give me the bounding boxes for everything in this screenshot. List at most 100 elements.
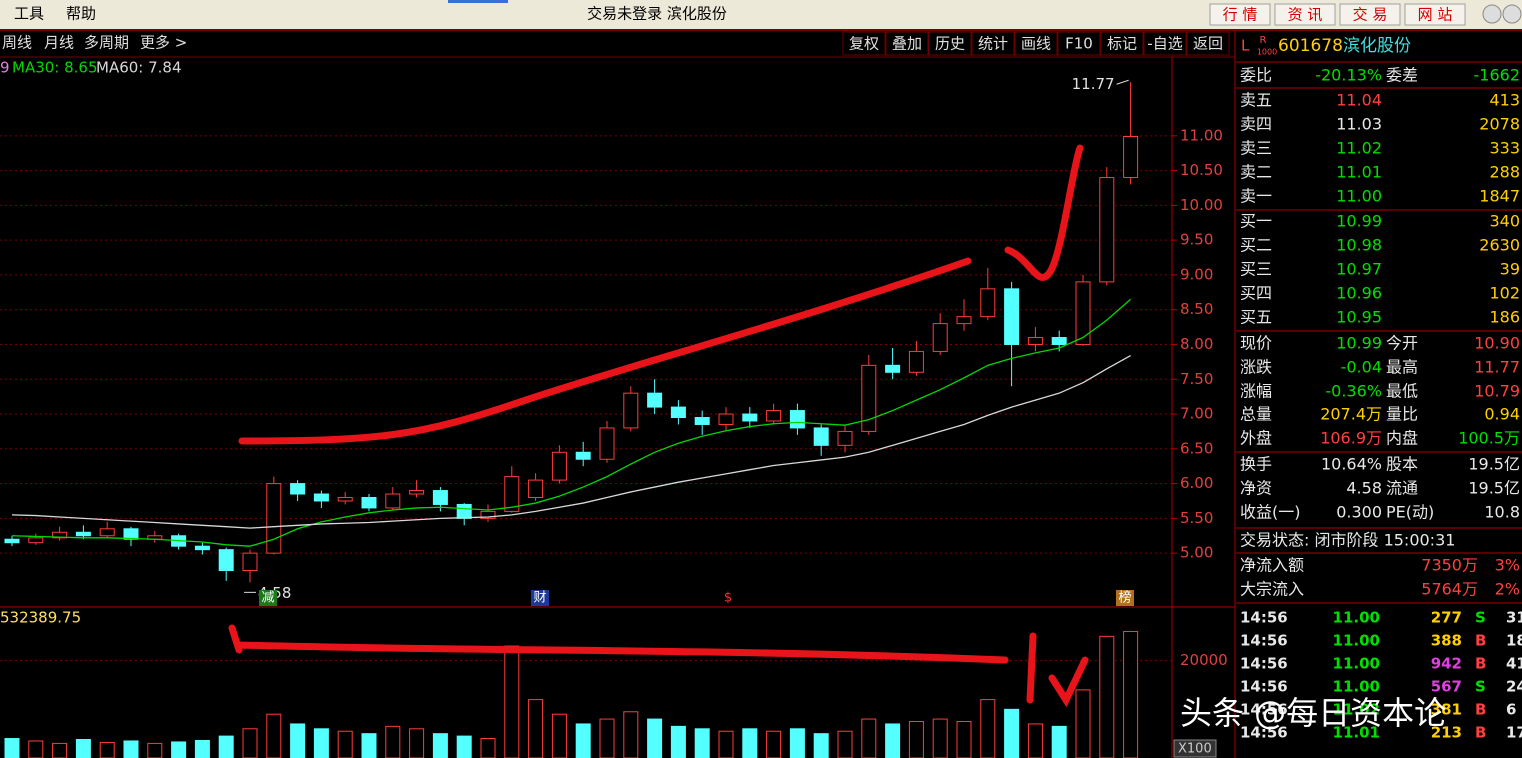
toolbar-button[interactable] — [1143, 31, 1187, 56]
candle-body — [504, 476, 520, 512]
stat-label: 股本 — [1386, 455, 1418, 474]
volume-bar — [28, 740, 44, 758]
toolbar-label: 返回 — [1193, 35, 1223, 53]
toolbar-label: F10 — [1065, 35, 1093, 53]
tick-volume: 942 — [1431, 655, 1462, 673]
y-tick-label: 20000 — [1180, 651, 1228, 669]
volume-bar — [409, 728, 425, 758]
row-label: 委比 — [1240, 66, 1272, 85]
toolbar-label: 复权 — [849, 35, 879, 53]
nav-button[interactable] — [1404, 3, 1466, 26]
toolbar-button[interactable] — [842, 31, 886, 56]
volume-bar — [956, 721, 972, 758]
candle-body — [28, 537, 44, 544]
ask-label: 卖二 — [1240, 163, 1272, 182]
toolbar-button[interactable] — [928, 31, 972, 56]
candle-body — [1099, 177, 1115, 283]
window-button[interactable] — [1482, 4, 1502, 24]
event-marker: 减 — [261, 591, 274, 606]
ask-label: 卖四 — [1240, 115, 1272, 134]
tick-count: 6 — [1506, 701, 1516, 719]
y-tick-label: 6.50 — [1180, 439, 1213, 457]
y-tick-label: 10.00 — [1180, 196, 1223, 214]
candle-body — [861, 364, 877, 432]
candle-body — [575, 451, 591, 460]
stat-label: 最低 — [1386, 382, 1418, 401]
stat-value: 10.64% — [1321, 455, 1382, 474]
nav-button[interactable] — [1274, 3, 1336, 26]
volume-label: 532389.75 — [0, 609, 81, 627]
quote-marker: L — [1241, 37, 1250, 55]
volume-bar — [1051, 725, 1067, 758]
toolbar-button[interactable] — [1100, 31, 1144, 56]
tick-side: B — [1475, 724, 1486, 742]
volume-bar — [670, 725, 686, 758]
y-tick-label: 5.00 — [1180, 544, 1213, 562]
volume-bar — [123, 740, 139, 758]
candle-body — [1075, 281, 1091, 345]
y-tick-label: 10.50 — [1180, 161, 1223, 179]
flow-value: 5764万 — [1421, 580, 1478, 599]
stat-label: 收益(一) — [1240, 503, 1301, 522]
bid-volume: 102 — [1489, 284, 1520, 303]
stat-label: 净资 — [1240, 479, 1272, 498]
candle-body — [908, 350, 924, 373]
toolbar-button[interactable] — [1057, 31, 1101, 56]
hand-stroke — [238, 257, 972, 445]
volume-bar — [789, 728, 805, 758]
stat-value: 10.79 — [1474, 382, 1520, 401]
bid-label: 买一 — [1240, 212, 1272, 231]
candle-body — [218, 549, 234, 572]
nav-button[interactable] — [1209, 3, 1271, 26]
stat-value: -0.36% — [1325, 382, 1382, 401]
candle-body — [1051, 337, 1067, 345]
volume-bar — [1027, 723, 1043, 758]
stat-label: 现价 — [1240, 334, 1272, 353]
bid-volume: 2630 — [1479, 236, 1520, 255]
stock-name: 滨化股份 — [1343, 36, 1411, 56]
volume-bar — [242, 728, 258, 758]
quote-badge: R — [1260, 35, 1267, 46]
toolbar-button[interactable] — [1186, 31, 1230, 56]
volume-bar — [813, 733, 829, 758]
stat-value: 207.4万 — [1320, 405, 1382, 424]
nav-button-label: 行 情 — [1223, 6, 1258, 24]
toolbar-button[interactable] — [885, 31, 929, 56]
toolbar-button[interactable] — [1014, 31, 1058, 56]
volume-bar — [551, 713, 567, 758]
ask-volume: 2078 — [1479, 115, 1520, 134]
toolbar-button[interactable] — [971, 31, 1015, 56]
candle-body — [742, 413, 758, 422]
tick-side: B — [1475, 701, 1486, 719]
window-button[interactable] — [1502, 4, 1522, 24]
volume-bar — [623, 711, 639, 758]
volume-bar — [1004, 708, 1020, 758]
event-marker-bg — [531, 590, 549, 606]
volume-bar — [385, 725, 401, 758]
flow-label: 大宗流入 — [1240, 580, 1304, 599]
candle-body — [337, 496, 353, 502]
separator — [0, 29, 1522, 31]
legend-entry: MA30: 8.65 — [12, 59, 98, 77]
flow-percent: 3% — [1495, 556, 1520, 575]
volume-bar — [480, 738, 496, 758]
nav-button[interactable] — [1339, 3, 1401, 26]
menu-accent — [448, 0, 508, 3]
volume-bar — [171, 741, 187, 758]
volume-bar — [908, 721, 924, 758]
candle-body — [75, 531, 91, 537]
watermark: 头条 @每日资本论 — [1180, 694, 1446, 732]
toolbar-label: 统计 — [978, 35, 1008, 53]
volume-bar — [980, 699, 996, 758]
volume-bar — [1099, 635, 1115, 758]
candle-body — [313, 493, 329, 502]
candle-body — [99, 528, 115, 537]
tick-count: 18 — [1506, 632, 1522, 650]
bid-price: 10.97 — [1336, 260, 1382, 279]
stat-value: 10.90 — [1474, 334, 1520, 353]
volume-bar — [75, 739, 91, 758]
legend-entry: 9 — [0, 59, 10, 77]
ask-price: 11.02 — [1336, 139, 1382, 158]
ma-line — [11, 355, 1131, 529]
ask-price: 11.03 — [1336, 115, 1382, 134]
